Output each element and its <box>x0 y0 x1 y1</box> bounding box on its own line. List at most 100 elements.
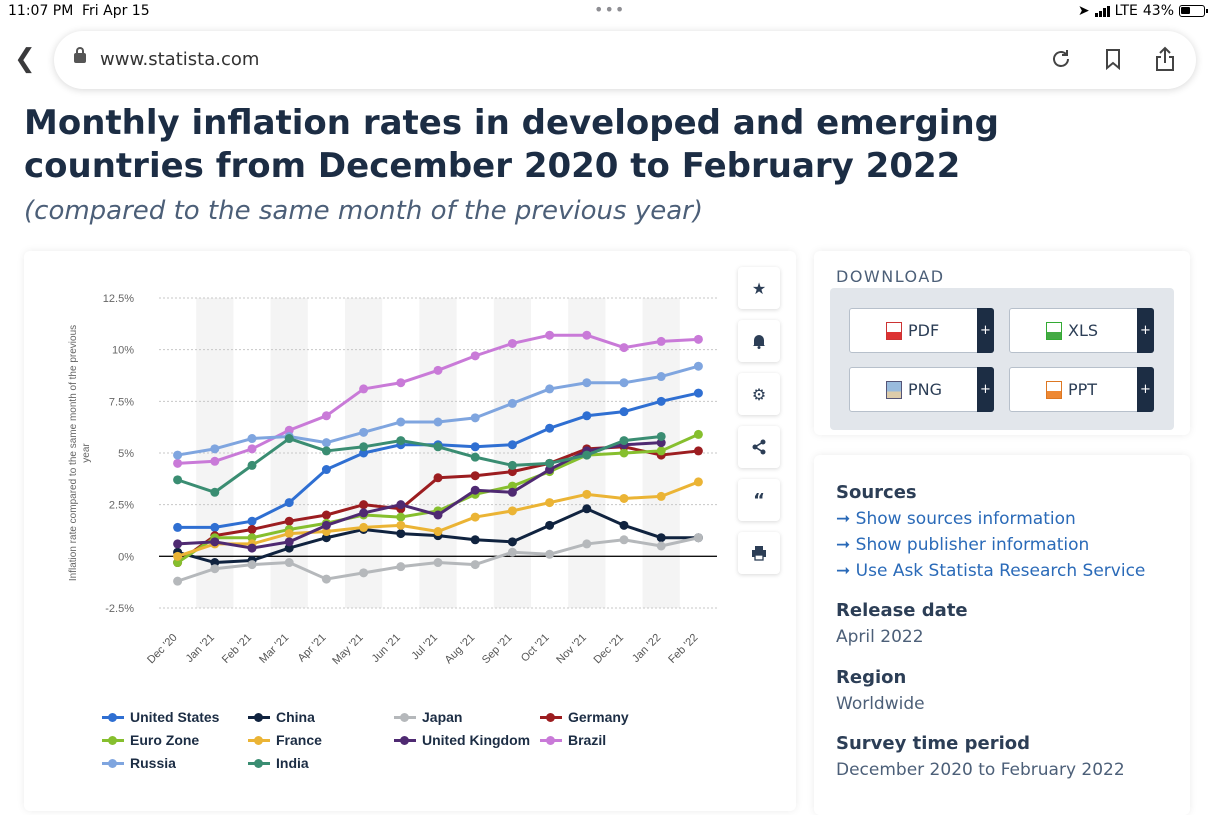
data-point-japan <box>359 568 369 578</box>
legend-label: France <box>276 732 322 748</box>
line-chart: -2.5%0%2.5%5%7.5%10%12.5%Dec '20 Jan '21 F… <box>68 293 717 667</box>
ppt-plus-button[interactable]: + <box>1137 367 1154 412</box>
legend-item-united-kingdom[interactable]: United Kingdom <box>394 732 530 748</box>
legend-label: India <box>276 755 309 771</box>
region-heading: Region <box>836 667 907 688</box>
data-point-brazil <box>173 458 183 468</box>
status-time: 11:07 PM <box>8 3 74 19</box>
data-point-india <box>359 442 369 452</box>
xls-plus-button[interactable]: + <box>1137 308 1154 353</box>
multitask-dots-icon[interactable]: ••• <box>594 0 626 19</box>
legend-swatch <box>102 735 124 745</box>
legend-label: United States <box>130 709 220 725</box>
pdf-plus-button[interactable]: + <box>977 308 994 353</box>
data-point-united-states <box>359 448 369 458</box>
legend-item-united-states[interactable]: United States <box>102 709 219 725</box>
legend-item-euro-zone[interactable]: Euro Zone <box>102 732 199 748</box>
data-point-japan <box>433 558 443 568</box>
quote-icon[interactable]: “ <box>738 479 780 521</box>
data-point-united-states <box>619 407 629 417</box>
x-tick-label: Jan '21 <box>184 632 217 665</box>
data-point-united-states <box>582 411 592 421</box>
y-tick-label: 7.5% <box>109 396 134 408</box>
share-icon[interactable] <box>738 426 780 468</box>
data-point-india <box>582 450 592 460</box>
data-point-japan <box>247 560 257 570</box>
download-xls-button[interactable]: XLS + <box>1009 308 1154 353</box>
data-point-united-states <box>321 465 331 475</box>
download-panel: PDF + XLS + PNG + PPT + <box>830 288 1174 430</box>
legend-label: Brazil <box>568 732 607 748</box>
legend-item-brazil[interactable]: Brazil <box>540 732 606 748</box>
ask-statista-link[interactable]: ➞ Use Ask Statista Research Service <box>836 561 1146 581</box>
bookmark-icon[interactable] <box>1098 44 1128 74</box>
download-pdf-button[interactable]: PDF + <box>849 308 994 353</box>
reload-icon[interactable] <box>1046 44 1076 74</box>
data-point-brazil <box>619 343 629 353</box>
star-icon[interactable]: ★ <box>738 267 780 309</box>
bell-icon[interactable] <box>738 320 780 362</box>
address-bar[interactable]: www.statista.com <box>54 31 1196 89</box>
data-point-china <box>396 529 406 539</box>
download-ppt-button[interactable]: PPT + <box>1009 367 1154 412</box>
data-point-united-kingdom <box>359 508 369 518</box>
legend-item-india[interactable]: India <box>248 755 309 771</box>
data-point-germany <box>247 524 257 534</box>
png-plus-button[interactable]: + <box>977 367 994 412</box>
data-point-united-kingdom <box>507 487 517 497</box>
download-png-button[interactable]: PNG + <box>849 367 994 412</box>
xls-label: XLS <box>1068 321 1099 340</box>
show-publisher-link[interactable]: ➞ Show publisher information <box>836 535 1090 555</box>
x-tick-label: Nov '21 <box>554 632 589 667</box>
legend-item-france[interactable]: France <box>248 732 322 748</box>
data-point-russia <box>173 450 183 460</box>
data-point-india <box>656 431 666 441</box>
x-tick-label: Jun '21 <box>370 632 403 665</box>
data-point-france <box>656 491 666 501</box>
legend-swatch <box>102 758 124 768</box>
data-point-france <box>507 506 517 516</box>
data-point-russia <box>396 417 406 427</box>
legend-swatch <box>248 735 270 745</box>
share-sheet-icon[interactable] <box>1150 44 1180 74</box>
data-point-brazil <box>507 338 517 348</box>
data-point-united-states <box>693 388 703 398</box>
legend-item-japan[interactable]: Japan <box>394 709 462 725</box>
back-icon[interactable]: ❮ <box>14 44 36 74</box>
legend-item-china[interactable]: China <box>248 709 315 725</box>
show-sources-label: Show sources information <box>855 509 1076 529</box>
data-point-united-states <box>210 522 220 532</box>
data-point-japan <box>693 533 703 543</box>
x-tick-label: Aug '21 <box>443 632 478 667</box>
data-point-japan <box>321 574 331 584</box>
legend-item-russia[interactable]: Russia <box>102 755 176 771</box>
print-icon[interactable] <box>738 532 780 574</box>
x-tick-label: Feb '21 <box>220 632 254 666</box>
url-text[interactable]: www.statista.com <box>100 49 260 70</box>
gear-icon[interactable]: ⚙ <box>738 373 780 415</box>
data-point-germany <box>359 500 369 510</box>
show-sources-link[interactable]: ➞ Show sources information <box>836 509 1076 529</box>
xls-file-icon <box>1046 321 1062 340</box>
chart-card: -2.5% 0% 2.5% 5% 7.5% 10% 12.5% Dec '20 Jan '21 F… <box>24 251 796 811</box>
y-axis-label: Inflation rate compared to the same mont… <box>68 325 92 581</box>
data-point-india <box>470 452 480 462</box>
legend-item-germany[interactable]: Germany <box>540 709 629 725</box>
data-point-united-kingdom <box>470 485 480 495</box>
page-subtitle: (compared to the same month of the previ… <box>24 196 703 226</box>
pdf-file-icon <box>886 321 902 340</box>
data-point-brazil <box>656 336 666 346</box>
legend-label: Germany <box>568 709 629 725</box>
data-point-germany <box>284 516 294 526</box>
data-point-india <box>247 460 257 470</box>
battery-percent: 43% <box>1142 3 1174 19</box>
data-point-japan <box>507 547 517 557</box>
survey-period-heading: Survey time period <box>836 733 1030 754</box>
data-point-china <box>470 535 480 545</box>
data-point-euro-zone <box>656 446 666 456</box>
data-point-united-kingdom <box>396 500 406 510</box>
data-point-china <box>210 558 220 568</box>
data-point-euro-zone <box>693 429 703 439</box>
data-point-india <box>396 436 406 446</box>
data-point-france <box>396 520 406 530</box>
